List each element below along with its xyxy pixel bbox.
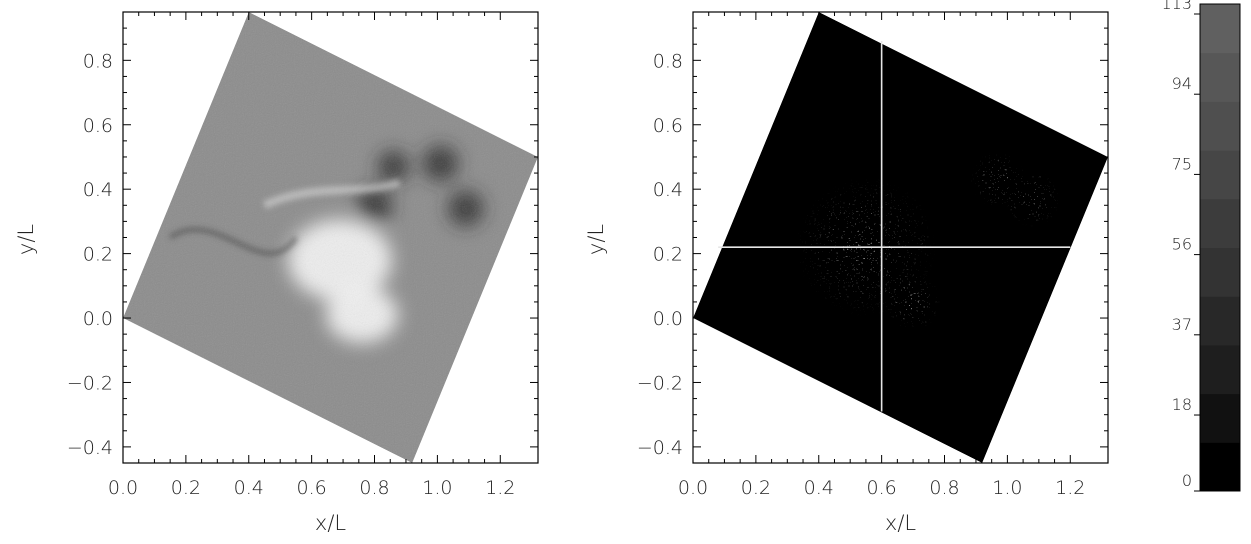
speckle-cluster <box>1004 170 1061 227</box>
y-tick-label: 0.8 <box>83 50 113 72</box>
right-y-axis-title: y/L <box>584 224 608 256</box>
y-tick-label: −0.4 <box>67 437 113 459</box>
colorbar-band <box>1200 4 1240 54</box>
colorbar-band <box>1200 247 1240 297</box>
colorbar-frame <box>1199 3 1241 492</box>
left-grain <box>123 12 538 463</box>
y-tick-label: 0.4 <box>653 179 683 201</box>
colorbar-label: 75 <box>1172 154 1192 173</box>
colorbar-band <box>1200 101 1240 151</box>
colorbar-band <box>1200 442 1240 492</box>
colorbar-band <box>1200 198 1240 248</box>
x-tick-label: 0.8 <box>359 477 389 499</box>
y-tick-label: 0.6 <box>653 115 683 137</box>
colorbar-band <box>1200 150 1240 200</box>
y-tick-label: 0.0 <box>653 308 683 330</box>
right-image-region <box>693 12 1108 463</box>
y-tick-label: 0.2 <box>83 244 113 266</box>
colorbar: 0 18 37 56 75 94 113 <box>1161 0 1241 492</box>
colorbar-band <box>1200 344 1240 395</box>
crosshair <box>718 40 1071 412</box>
y-tick-label: −0.4 <box>637 437 683 459</box>
x-tick-label: 1.0 <box>422 477 452 499</box>
colorbar-label: 18 <box>1172 395 1192 414</box>
x-tick-label: 0.0 <box>678 477 708 499</box>
colorbar-band <box>1200 296 1240 346</box>
speckle-cluster <box>885 273 942 330</box>
colorbar-label: 113 <box>1161 0 1192 13</box>
x-tick-label: 0.4 <box>234 477 264 499</box>
colorbar-label: 94 <box>1172 74 1192 93</box>
x-tick-label: 0.2 <box>741 477 771 499</box>
x-tick-label: 0.6 <box>297 477 327 499</box>
y-tick-label: 0.0 <box>83 308 113 330</box>
x-tick-label: 0.6 <box>867 477 897 499</box>
y-tick-label: 0.2 <box>653 244 683 266</box>
right-x-axis-title: x/L <box>885 511 917 535</box>
left-panel: 0.0 0.2 0.4 0.6 0.8 1.0 1.2 −0.4 −0.2 0.0 0.2 0.4 0.… <box>14 11 539 535</box>
left-ticks: 0.0 0.2 0.4 0.6 0.8 1.0 1.2 −0.4 −0.2 0.0 0.2 0.4 0.… <box>67 12 538 499</box>
y-tick-label: 0.8 <box>653 50 683 72</box>
y-tick-label: −0.2 <box>637 372 683 394</box>
right-panel: 0.0 0.2 0.4 0.6 0.8 1.0 1.2 −0.4 −0.2 0.0 0.2 0.4 0.… <box>584 11 1109 535</box>
y-tick-label: 0.6 <box>83 115 113 137</box>
x-tick-label: 0.0 <box>108 477 138 499</box>
x-tick-label: 0.8 <box>929 477 959 499</box>
colorbar-band <box>1200 393 1240 443</box>
x-tick-label: 1.2 <box>1055 477 1085 499</box>
x-tick-label: 0.2 <box>171 477 201 499</box>
left-x-axis-title: x/L <box>315 511 347 535</box>
left-y-axis-title: y/L <box>14 224 38 256</box>
colorbar-label: 0 <box>1182 471 1192 490</box>
colorbar-label: 56 <box>1172 235 1192 254</box>
colorbar-band <box>1200 52 1240 102</box>
y-tick-label: 0.4 <box>83 179 113 201</box>
x-tick-label: 0.4 <box>804 477 834 499</box>
x-tick-label: 1.0 <box>992 477 1022 499</box>
left-image-region <box>123 12 538 463</box>
colorbar-label: 37 <box>1172 315 1192 334</box>
y-tick-label: −0.2 <box>67 372 113 394</box>
right-ticks: 0.0 0.2 0.4 0.6 0.8 1.0 1.2 −0.4 −0.2 0.0 0.2 0.4 0.… <box>637 12 1108 499</box>
x-tick-label: 1.2 <box>485 477 515 499</box>
